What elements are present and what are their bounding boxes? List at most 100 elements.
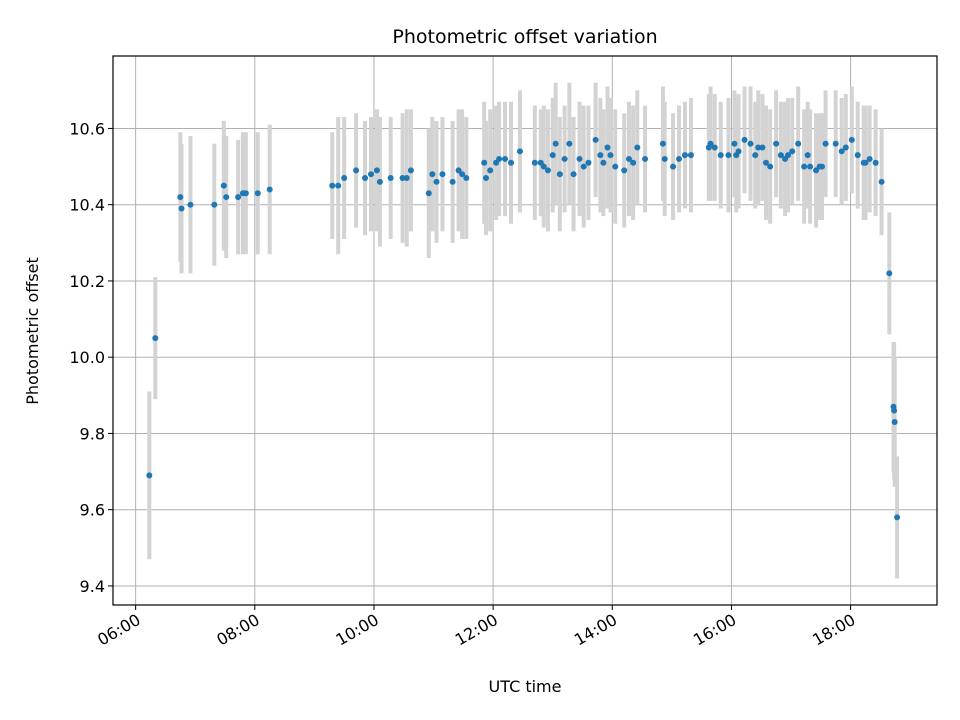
data-point [707, 140, 714, 147]
chart-title: Photometric offset variation [392, 26, 657, 48]
y-tick-label: 10.0 [69, 348, 105, 367]
data-point [842, 144, 849, 151]
data-point [353, 167, 360, 174]
data-point [187, 201, 194, 208]
data-point [439, 171, 446, 178]
data-point [886, 270, 893, 277]
data-point [807, 163, 814, 170]
data-point [254, 190, 261, 197]
data-point [676, 155, 683, 162]
data-point [407, 167, 414, 174]
data-point [266, 186, 273, 193]
data-point [496, 155, 503, 162]
y-tick-label: 10.4 [69, 196, 105, 215]
data-point [220, 182, 227, 189]
data-point [429, 171, 436, 178]
data-point [878, 178, 885, 185]
y-axis-label: Photometric offset [23, 257, 42, 405]
data-point [763, 159, 770, 166]
data-point [711, 144, 718, 151]
data-point [687, 152, 694, 159]
data-point [872, 159, 879, 166]
data-point [487, 167, 494, 174]
data-point [561, 155, 568, 162]
data-point [612, 163, 619, 170]
data-point [642, 155, 649, 162]
data-point [552, 140, 559, 147]
data-point [741, 136, 748, 143]
data-point [341, 175, 348, 181]
data-point [570, 171, 577, 178]
data-point [556, 171, 563, 178]
data-point [223, 194, 230, 201]
data-point [459, 171, 466, 178]
x-axis-label: UTC time [489, 677, 562, 696]
data-point [767, 163, 774, 170]
data-point [752, 152, 759, 159]
data-point [597, 152, 604, 159]
data-point [399, 175, 406, 181]
data-point [634, 144, 641, 151]
data-point [580, 163, 587, 170]
data-point [681, 152, 688, 159]
data-point [481, 159, 488, 166]
data-point [838, 148, 845, 155]
data-point [585, 159, 592, 166]
data-point [329, 182, 336, 189]
y-tick-label: 10.6 [69, 119, 105, 138]
data-point [604, 144, 611, 151]
data-point [789, 148, 796, 155]
data-point [747, 140, 754, 147]
data-point [735, 148, 742, 155]
data-point [152, 335, 159, 342]
data-point [822, 140, 829, 147]
data-point [630, 159, 637, 166]
data-point [894, 514, 901, 521]
data-point [362, 175, 369, 181]
data-point [854, 152, 861, 159]
data-point [507, 159, 514, 166]
data-point [777, 152, 784, 159]
data-point [731, 140, 738, 147]
data-point [725, 152, 732, 159]
data-point [819, 163, 826, 170]
data-point [367, 171, 374, 178]
data-point [455, 167, 462, 174]
data-point [891, 407, 898, 414]
data-point [403, 175, 410, 181]
data-point [544, 167, 551, 174]
y-tick-label: 10.2 [69, 272, 105, 291]
data-point [804, 152, 811, 159]
data-point [773, 140, 780, 147]
data-point [866, 155, 873, 162]
data-point [625, 155, 632, 162]
data-point [576, 155, 583, 162]
data-point [502, 155, 509, 162]
data-point [795, 140, 802, 147]
data-point [449, 178, 456, 185]
data-point [661, 155, 668, 162]
plot-frame [112, 55, 938, 606]
data-point [531, 159, 538, 166]
y-tick-label: 9.6 [80, 501, 105, 520]
data-point [146, 472, 153, 479]
data-point [387, 175, 394, 181]
data-point [211, 201, 218, 208]
data-point [659, 140, 666, 147]
data-point [848, 136, 855, 143]
data-point [425, 190, 432, 197]
data-point [670, 163, 677, 170]
data-point [891, 419, 898, 425]
data-point [566, 140, 573, 147]
data-point [335, 182, 342, 189]
data-point [592, 136, 599, 143]
data-point [621, 167, 628, 174]
data-point [178, 205, 185, 212]
data-point [759, 144, 766, 151]
y-tick-label: 9.8 [80, 424, 105, 443]
data-point [862, 159, 869, 166]
data-point [242, 190, 249, 197]
data-point [813, 167, 820, 174]
data-points [146, 136, 901, 521]
